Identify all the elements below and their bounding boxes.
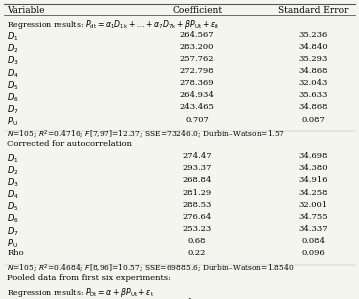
Text: 268.84: 268.84 [182,176,212,184]
Text: $D_1$: $D_1$ [7,152,19,165]
Text: 0.68: 0.68 [188,237,206,245]
Text: Variable: Variable [7,6,45,15]
Text: 0.707: 0.707 [185,116,209,124]
Text: 34.380: 34.380 [298,164,328,172]
Text: $D_2$: $D_2$ [7,43,19,55]
Text: 34.337: 34.337 [298,225,328,233]
Text: 34.916: 34.916 [298,176,328,184]
Text: 281.29: 281.29 [182,189,212,197]
Text: 243.465: 243.465 [180,103,215,112]
Text: 0.084: 0.084 [301,237,325,245]
Text: Constant: Constant [7,298,45,299]
Text: $D_6$: $D_6$ [7,213,19,225]
Text: Regression results: $P_{\mathrm{dt}}=\alpha_1 D_{1\mathrm{k}}+\ldots+\alpha_7 D_: Regression results: $P_{\mathrm{dt}}=\al… [7,18,220,31]
Text: $N$=105; $R^2$=0.4716; $F$[7,97]=12.37; SSE=73246.0; Durbin–Watson=1.57: $N$=105; $R^2$=0.4716; $F$[7,97]=12.37; … [7,128,285,140]
Text: Pooled data from first six experiments:: Pooled data from first six experiments: [7,274,171,282]
Text: 253.23: 253.23 [182,225,212,233]
Text: 35.293: 35.293 [298,55,328,63]
Text: 316.65: 316.65 [182,298,212,299]
Text: 34.840: 34.840 [298,43,328,51]
Text: 272.798: 272.798 [180,67,214,75]
Text: $D_5$: $D_5$ [7,79,19,92]
Text: $D_3$: $D_3$ [7,55,19,67]
Text: 0.087: 0.087 [301,116,325,124]
Text: $D_7$: $D_7$ [7,225,19,238]
Text: 35.236: 35.236 [299,30,328,39]
Text: $D_3$: $D_3$ [7,176,19,189]
Text: 34.868: 34.868 [298,103,328,112]
Text: 37.050: 37.050 [299,298,328,299]
Text: 34.698: 34.698 [298,152,328,160]
Text: Coefficient: Coefficient [172,6,222,15]
Text: $D_6$: $D_6$ [7,91,19,104]
Text: 274.47: 274.47 [182,152,212,160]
Text: Regression results: $P_{\mathrm{Dt}}=\alpha+\beta P_{\mathrm{Ut}}+\varepsilon_{\: Regression results: $P_{\mathrm{Dt}}=\al… [7,286,154,299]
Text: 276.64: 276.64 [182,213,212,221]
Text: 32.043: 32.043 [298,79,328,87]
Text: 278.369: 278.369 [180,79,214,87]
Text: $D_7$: $D_7$ [7,103,19,116]
Text: Corrected for autocorrelation: Corrected for autocorrelation [7,140,132,148]
Text: 32.001: 32.001 [299,201,328,209]
Text: 283.200: 283.200 [180,43,214,51]
Text: $D_4$: $D_4$ [7,67,19,80]
Text: 264.567: 264.567 [180,30,214,39]
Text: 35.633: 35.633 [298,91,328,99]
Text: 264.934: 264.934 [180,91,215,99]
Text: 0.096: 0.096 [301,249,325,257]
Text: $P_{\mathrm{U}}$: $P_{\mathrm{U}}$ [7,116,18,128]
Text: 288.53: 288.53 [182,201,212,209]
Text: Rho: Rho [7,249,24,257]
Text: Standard Error: Standard Error [278,6,349,15]
Text: 34.868: 34.868 [298,67,328,75]
Text: 34.755: 34.755 [298,213,328,221]
Text: 293.37: 293.37 [182,164,212,172]
Text: 0.22: 0.22 [188,249,206,257]
Text: $D_2$: $D_2$ [7,164,19,177]
Text: $D_1$: $D_1$ [7,30,19,43]
Text: $N$=105; $R^2$=0.4684; $F$[8,96]=10.57; SSE=69885.6; Durbin–Watson=1.8540: $N$=105; $R^2$=0.4684; $F$[8,96]=10.57; … [7,262,295,274]
Text: 257.762: 257.762 [180,55,214,63]
Text: $P_{\mathrm{U}}$: $P_{\mathrm{U}}$ [7,237,18,250]
Text: $D_5$: $D_5$ [7,201,19,213]
Text: 34.258: 34.258 [298,189,328,197]
Text: $D_4$: $D_4$ [7,189,19,201]
